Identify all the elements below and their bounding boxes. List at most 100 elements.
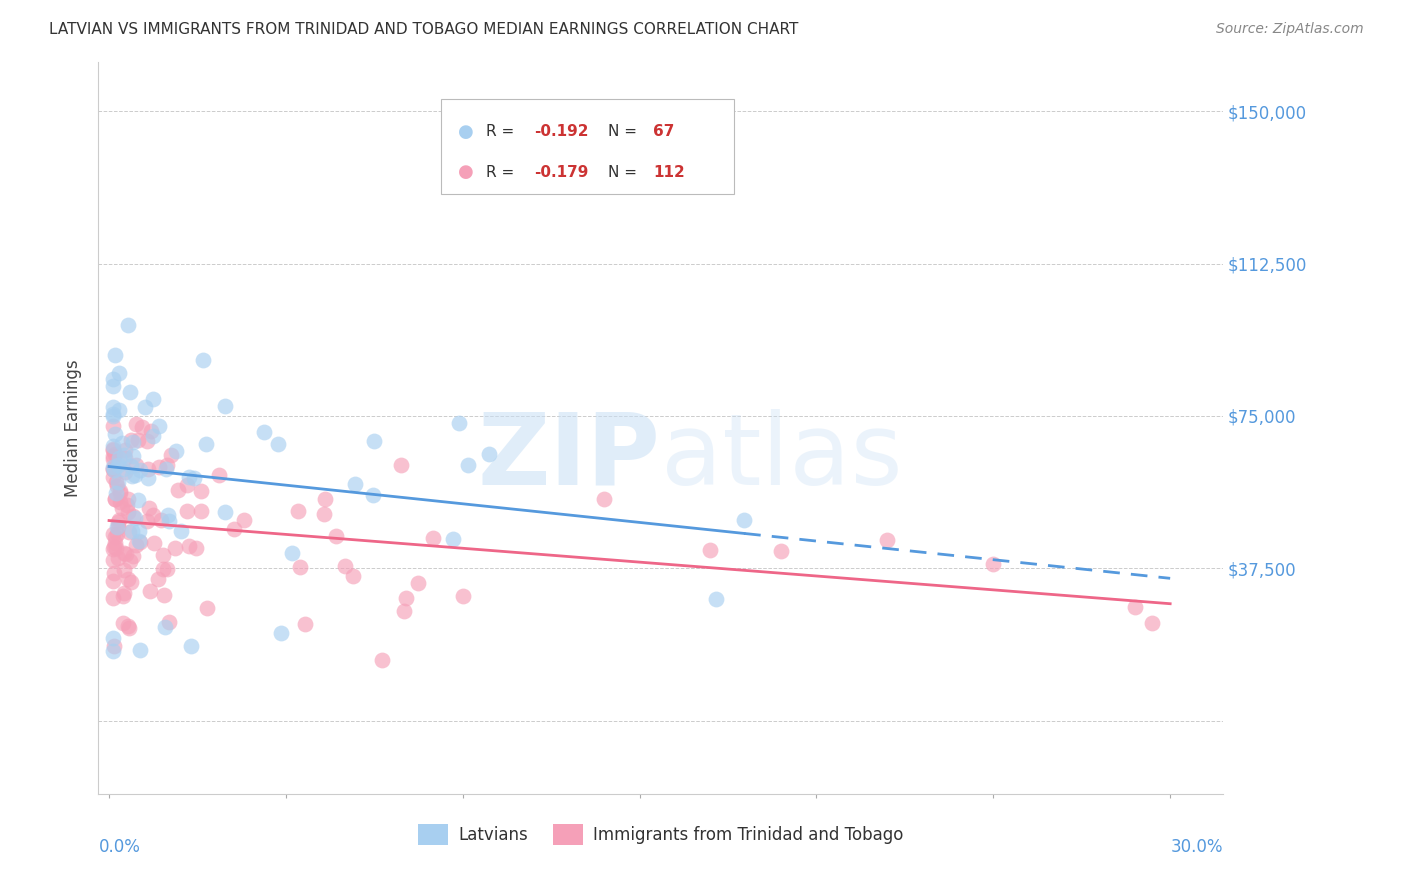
Point <box>104 348 127 362</box>
Point <box>120 574 142 589</box>
Text: ●: ● <box>458 123 474 141</box>
Point <box>142 536 165 550</box>
FancyBboxPatch shape <box>441 99 734 194</box>
Point <box>232 513 254 527</box>
Point <box>288 559 311 574</box>
Point <box>876 533 898 547</box>
Point <box>114 442 136 457</box>
Point <box>105 479 128 493</box>
Point <box>127 493 149 508</box>
Point <box>981 558 1004 572</box>
Point <box>167 483 190 497</box>
Point <box>451 589 474 603</box>
Point <box>142 428 165 442</box>
Text: N =: N = <box>607 124 641 139</box>
Point <box>152 548 174 562</box>
Point <box>155 462 177 476</box>
Point <box>478 447 501 461</box>
Point <box>108 451 131 466</box>
Point <box>101 644 124 658</box>
Point <box>117 506 139 520</box>
Point <box>122 508 145 523</box>
Point <box>104 485 127 500</box>
Point <box>160 448 183 462</box>
Point <box>156 562 179 576</box>
Point <box>121 468 143 483</box>
Point <box>699 542 721 557</box>
Point <box>157 508 180 523</box>
Text: -0.179: -0.179 <box>534 165 588 179</box>
Point <box>108 403 131 417</box>
Point <box>101 372 124 386</box>
Point <box>101 462 124 476</box>
Point <box>1123 599 1146 614</box>
Text: R =: R = <box>486 124 520 139</box>
Point <box>191 353 214 368</box>
Point <box>371 653 394 667</box>
Point <box>134 400 156 414</box>
Point <box>101 440 124 454</box>
Point <box>112 586 135 600</box>
Point <box>104 491 127 506</box>
Point <box>183 470 205 484</box>
Point <box>124 538 146 552</box>
Point <box>120 553 142 567</box>
Point <box>142 392 165 406</box>
Point <box>101 442 124 457</box>
Point <box>184 541 207 556</box>
Point <box>224 522 246 536</box>
Point <box>325 528 347 542</box>
Text: LATVIAN VS IMMIGRANTS FROM TRINIDAD AND TOBAGO MEDIAN EARNINGS CORRELATION CHART: LATVIAN VS IMMIGRANTS FROM TRINIDAD AND … <box>49 22 799 37</box>
Point <box>101 526 124 541</box>
Point <box>120 385 142 400</box>
Point <box>122 549 145 563</box>
Point <box>128 533 150 548</box>
Point <box>156 458 179 472</box>
Point <box>312 507 335 521</box>
Point <box>287 503 309 517</box>
Point <box>314 491 336 506</box>
Point <box>176 504 198 518</box>
Point <box>138 462 160 476</box>
Point <box>107 458 129 473</box>
Point <box>110 435 132 450</box>
Point <box>770 543 793 558</box>
Point <box>101 379 124 393</box>
Text: 30.0%: 30.0% <box>1171 838 1223 855</box>
Point <box>108 483 131 498</box>
Point <box>208 468 231 483</box>
Point <box>138 501 160 516</box>
Point <box>101 407 124 421</box>
Point <box>170 524 193 538</box>
Point <box>136 471 159 485</box>
Point <box>117 621 139 635</box>
Point <box>104 541 127 555</box>
Point <box>363 488 385 502</box>
Point <box>117 491 139 506</box>
Point <box>267 437 290 451</box>
Point <box>101 552 124 566</box>
Point <box>107 515 129 529</box>
Point <box>107 513 129 527</box>
Point <box>108 494 131 508</box>
Point <box>112 462 135 476</box>
Point <box>101 574 124 588</box>
Point <box>342 569 364 583</box>
Point <box>125 417 148 431</box>
Point <box>111 590 134 604</box>
Point <box>148 460 170 475</box>
Point <box>270 626 292 640</box>
Point <box>117 524 139 539</box>
Point <box>135 514 157 528</box>
Point <box>179 539 201 553</box>
Point <box>105 475 128 489</box>
Point <box>131 419 153 434</box>
Text: ●: ● <box>458 163 474 181</box>
Text: -0.192: -0.192 <box>534 124 588 139</box>
Point <box>422 531 444 545</box>
Point <box>129 643 152 657</box>
Point <box>101 419 124 434</box>
Text: 0.0%: 0.0% <box>98 838 141 855</box>
Point <box>101 631 124 645</box>
Point <box>103 566 125 580</box>
